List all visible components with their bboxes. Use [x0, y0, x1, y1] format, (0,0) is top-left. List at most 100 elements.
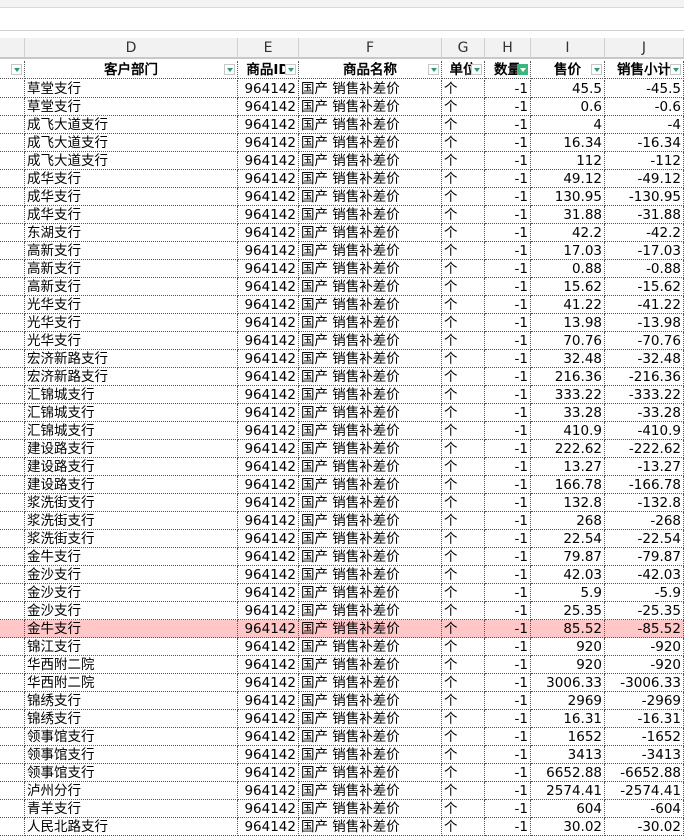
- cell-J[interactable]: -33.28: [605, 404, 684, 422]
- cell-F[interactable]: 国产 销售补差价: [299, 674, 442, 692]
- cell-J[interactable]: -22.54: [605, 530, 684, 548]
- header-cell-H[interactable]: 数量: [485, 61, 531, 79]
- cell-H[interactable]: -1: [485, 386, 531, 404]
- cell-D[interactable]: 高新支行: [25, 242, 238, 260]
- cell-J[interactable]: -2969: [605, 692, 684, 710]
- cell-G[interactable]: 个: [442, 350, 485, 368]
- cell-C[interactable]: [0, 458, 25, 476]
- cell-E[interactable]: 964142: [238, 422, 299, 440]
- cell-J[interactable]: -42.2: [605, 224, 684, 242]
- cell-G[interactable]: 个: [442, 170, 485, 188]
- cell-D[interactable]: 领事馆支行: [25, 764, 238, 782]
- cell-I[interactable]: 70.76: [531, 332, 605, 350]
- cell-D[interactable]: 草堂支行: [25, 98, 238, 116]
- cell-C[interactable]: [0, 764, 25, 782]
- cell-H[interactable]: -1: [485, 368, 531, 386]
- cell-C[interactable]: [0, 386, 25, 404]
- cell-I[interactable]: 5.9: [531, 584, 605, 602]
- cell-G[interactable]: 个: [442, 458, 485, 476]
- cell-G[interactable]: 个: [442, 314, 485, 332]
- cell-G[interactable]: 个: [442, 278, 485, 296]
- column-header-I[interactable]: I: [531, 38, 605, 59]
- cell-J[interactable]: -13.27: [605, 458, 684, 476]
- cell-E[interactable]: 964142: [238, 224, 299, 242]
- cell-C[interactable]: [0, 530, 25, 548]
- cell-G[interactable]: 个: [442, 134, 485, 152]
- cell-I[interactable]: 13.98: [531, 314, 605, 332]
- cell-I[interactable]: 45.5: [531, 80, 605, 98]
- cell-F[interactable]: 国产 销售补差价: [299, 782, 442, 800]
- cell-E[interactable]: 964142: [238, 800, 299, 818]
- cell-F[interactable]: 国产 销售补差价: [299, 152, 442, 170]
- cell-D[interactable]: 成华支行: [25, 188, 238, 206]
- cell-H[interactable]: -1: [485, 800, 531, 818]
- cell-C[interactable]: [0, 98, 25, 116]
- cell-I[interactable]: 130.95: [531, 188, 605, 206]
- cell-G[interactable]: 个: [442, 224, 485, 242]
- cell-G[interactable]: 个: [442, 260, 485, 278]
- cell-E[interactable]: 964142: [238, 368, 299, 386]
- cell-I[interactable]: 604: [531, 800, 605, 818]
- cell-G[interactable]: 个: [442, 116, 485, 134]
- cell-H[interactable]: -1: [485, 818, 531, 836]
- cell-E[interactable]: 964142: [238, 260, 299, 278]
- cell-E[interactable]: 964142: [238, 314, 299, 332]
- cell-D[interactable]: 东湖支行: [25, 224, 238, 242]
- cell-C[interactable]: [0, 152, 25, 170]
- cell-J[interactable]: -920: [605, 638, 684, 656]
- cell-G[interactable]: 个: [442, 206, 485, 224]
- cell-F[interactable]: 国产 销售补差价: [299, 656, 442, 674]
- cell-C[interactable]: [0, 314, 25, 332]
- cell-F[interactable]: 国产 销售补差价: [299, 386, 442, 404]
- cell-G[interactable]: 个: [442, 476, 485, 494]
- cell-C[interactable]: [0, 494, 25, 512]
- cell-I[interactable]: 2574.41: [531, 782, 605, 800]
- cell-I[interactable]: 42.2: [531, 224, 605, 242]
- cell-H[interactable]: -1: [485, 656, 531, 674]
- cell-E[interactable]: 964142: [238, 332, 299, 350]
- cell-F[interactable]: 国产 销售补差价: [299, 278, 442, 296]
- cell-D[interactable]: 青羊支行: [25, 800, 238, 818]
- cell-J[interactable]: -3006.33: [605, 674, 684, 692]
- cell-E[interactable]: 964142: [238, 746, 299, 764]
- cell-E[interactable]: 964142: [238, 404, 299, 422]
- cell-D[interactable]: 建设路支行: [25, 458, 238, 476]
- cell-E[interactable]: 964142: [238, 476, 299, 494]
- cell-G[interactable]: 个: [442, 638, 485, 656]
- cell-H[interactable]: -1: [485, 458, 531, 476]
- cell-G[interactable]: 个: [442, 422, 485, 440]
- cell-F[interactable]: 国产 销售补差价: [299, 566, 442, 584]
- header-cell-F[interactable]: 商品名称: [299, 61, 442, 79]
- cell-F[interactable]: 国产 销售补差价: [299, 314, 442, 332]
- cell-E[interactable]: 964142: [238, 674, 299, 692]
- cell-J[interactable]: -5.9: [605, 584, 684, 602]
- cell-J[interactable]: -41.22: [605, 296, 684, 314]
- cell-D[interactable]: 宏济新路支行: [25, 368, 238, 386]
- cell-D[interactable]: 泸州分行: [25, 782, 238, 800]
- cell-G[interactable]: 个: [442, 548, 485, 566]
- cell-D[interactable]: 汇锦城支行: [25, 422, 238, 440]
- cell-G[interactable]: 个: [442, 404, 485, 422]
- cell-G[interactable]: 个: [442, 242, 485, 260]
- cell-G[interactable]: 个: [442, 494, 485, 512]
- cell-H[interactable]: -1: [485, 746, 531, 764]
- cell-D[interactable]: 光华支行: [25, 332, 238, 350]
- cell-C[interactable]: [0, 296, 25, 314]
- cell-J[interactable]: -13.98: [605, 314, 684, 332]
- cell-F[interactable]: 国产 销售补差价: [299, 170, 442, 188]
- cell-H[interactable]: -1: [485, 620, 531, 638]
- cell-G[interactable]: 个: [442, 296, 485, 314]
- cell-G[interactable]: 个: [442, 674, 485, 692]
- cell-H[interactable]: -1: [485, 710, 531, 728]
- cell-H[interactable]: -1: [485, 278, 531, 296]
- header-cell-C[interactable]: [0, 61, 25, 79]
- cell-I[interactable]: 132.8: [531, 494, 605, 512]
- cell-D[interactable]: 成飞大道支行: [25, 134, 238, 152]
- cell-C[interactable]: [0, 476, 25, 494]
- cell-C[interactable]: [0, 206, 25, 224]
- cell-E[interactable]: 964142: [238, 152, 299, 170]
- filter-dropdown-icon[interactable]: [471, 64, 482, 75]
- cell-C[interactable]: [0, 602, 25, 620]
- cell-D[interactable]: 成华支行: [25, 206, 238, 224]
- cell-I[interactable]: 3006.33: [531, 674, 605, 692]
